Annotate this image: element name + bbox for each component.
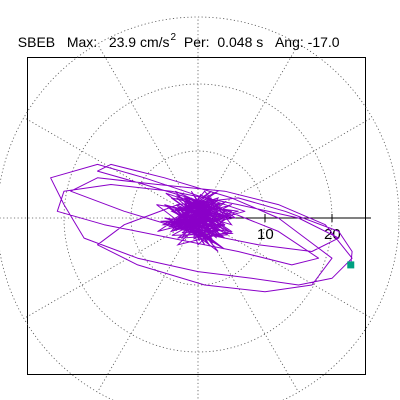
plot-frame: 10 20 xyxy=(0,16,400,400)
period-value: 0.048 s xyxy=(217,34,264,50)
grid-spoke xyxy=(202,43,299,210)
max-label: Max: xyxy=(66,34,98,50)
grid-spoke xyxy=(206,117,373,214)
grid-spoke xyxy=(23,222,190,319)
motion-trace xyxy=(50,163,353,293)
angle-value: -17.0 xyxy=(307,34,340,50)
grid-spoke xyxy=(23,117,190,214)
grid-spoke xyxy=(97,226,194,393)
axis-tick-label: 10 xyxy=(257,226,274,243)
polar-plot: 10 20 xyxy=(0,16,400,400)
end-marker-square xyxy=(347,261,355,269)
motion-trace-line xyxy=(50,163,353,293)
period-label: Per: xyxy=(183,34,210,50)
grid-spoke xyxy=(97,43,194,210)
grid-spoke xyxy=(202,226,299,393)
max-value: 23.9 cm/s xyxy=(108,34,170,50)
station-code: SBEB xyxy=(17,34,56,50)
plot-header: SBEB Max: 23.9 cm/s2 Per: 0.048 s Ang: -… xyxy=(10,15,340,54)
grid-spoke xyxy=(206,222,373,319)
end-marker xyxy=(347,261,355,269)
angle-label: Ang: xyxy=(274,34,304,50)
max-exponent: 2 xyxy=(170,32,177,43)
